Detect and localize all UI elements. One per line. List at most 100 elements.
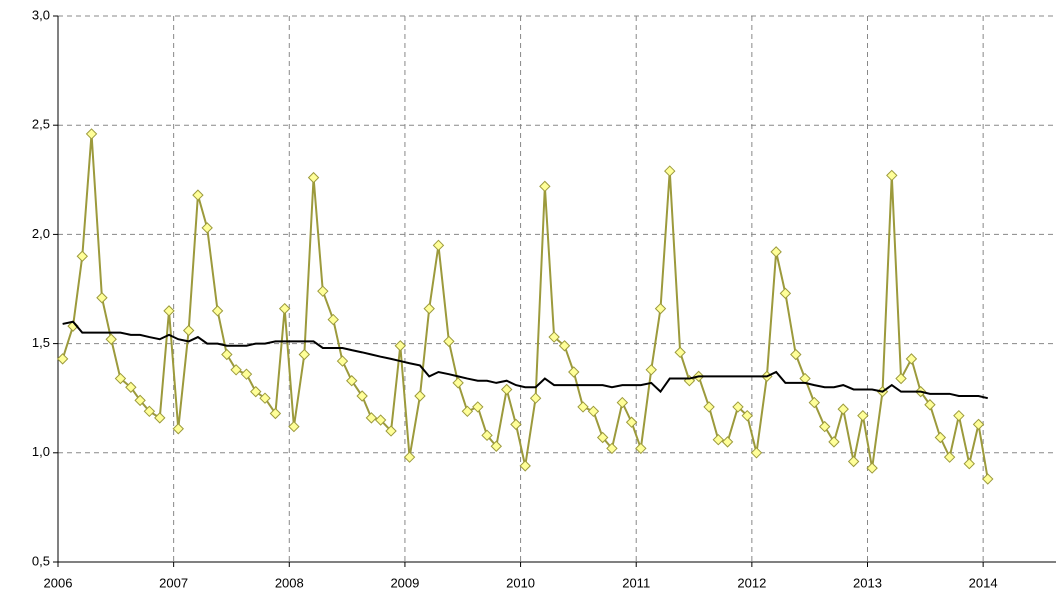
marker <box>982 473 994 485</box>
marker <box>481 429 493 442</box>
marker <box>307 171 320 184</box>
marker <box>432 239 445 252</box>
marker <box>394 340 407 352</box>
marker <box>625 416 638 428</box>
marker <box>211 305 224 317</box>
marker <box>587 405 600 418</box>
y-tick-label: 3,0 <box>32 7 50 22</box>
marker <box>721 436 734 448</box>
marker <box>596 431 609 444</box>
y-tick-label: 2,5 <box>32 117 50 132</box>
x-tick-label: 2009 <box>390 575 419 590</box>
marker <box>558 340 571 352</box>
marker <box>356 390 368 402</box>
x-tick-label: 2012 <box>737 575 766 590</box>
marker <box>76 250 88 262</box>
marker <box>192 189 204 201</box>
y-tick-label: 2,0 <box>32 226 50 241</box>
y-tick-label: 1,0 <box>32 444 50 459</box>
marker <box>712 433 725 446</box>
series-line <box>61 133 989 480</box>
marker <box>819 420 831 433</box>
marker <box>259 392 271 404</box>
marker <box>750 447 763 459</box>
marker <box>240 368 253 380</box>
marker <box>201 222 213 234</box>
marker <box>635 442 647 455</box>
marker <box>741 409 753 422</box>
marker <box>500 383 513 396</box>
marker <box>385 425 397 437</box>
marker <box>847 455 860 468</box>
marker <box>828 436 840 448</box>
marker <box>490 440 502 452</box>
marker <box>250 385 262 398</box>
marker <box>114 372 127 385</box>
marker <box>568 366 580 378</box>
marker <box>548 331 560 343</box>
x-tick-label: 2008 <box>275 575 304 590</box>
marker <box>182 324 195 337</box>
x-tick-label: 2013 <box>853 575 882 590</box>
x-tick-label: 2007 <box>159 575 188 590</box>
marker <box>664 165 676 177</box>
marker <box>423 302 435 315</box>
marker <box>461 405 474 418</box>
x-tick-label: 2010 <box>506 575 535 590</box>
marker <box>529 392 542 404</box>
marker <box>519 460 531 472</box>
marker <box>886 169 898 182</box>
x-tick-label: 2011 <box>622 575 650 590</box>
marker <box>288 420 300 433</box>
marker <box>346 375 358 387</box>
marker <box>866 462 878 474</box>
marker <box>905 353 918 365</box>
marker <box>943 451 956 463</box>
marker <box>403 451 416 463</box>
marker <box>269 407 282 420</box>
x-tick-label: 2014 <box>969 575 998 590</box>
marker <box>125 381 137 393</box>
marker <box>539 180 551 193</box>
y-tick-label: 0,5 <box>32 553 50 568</box>
marker <box>154 412 166 424</box>
marker <box>779 287 792 300</box>
marker <box>374 414 387 426</box>
marker <box>770 246 782 258</box>
marker <box>577 401 589 413</box>
marker <box>336 355 349 367</box>
marker <box>645 364 657 376</box>
marker <box>616 396 629 409</box>
marker <box>934 431 947 444</box>
marker <box>172 423 184 435</box>
x-tick-label: 2006 <box>44 575 73 590</box>
marker <box>105 333 117 345</box>
marker <box>96 292 108 304</box>
marker <box>953 409 965 422</box>
marker <box>472 401 484 413</box>
marker <box>895 372 907 385</box>
marker <box>414 390 426 402</box>
marker <box>452 377 464 389</box>
marker <box>837 403 849 415</box>
marker <box>134 394 146 407</box>
marker <box>163 305 175 317</box>
marker <box>230 364 242 376</box>
marker <box>606 442 618 455</box>
marker <box>674 346 686 359</box>
marker <box>317 285 329 297</box>
marker <box>790 348 802 361</box>
marker <box>808 396 821 409</box>
marker <box>654 302 667 315</box>
marker <box>143 405 156 418</box>
marker <box>56 353 69 365</box>
marker <box>972 418 985 431</box>
marker <box>278 302 291 315</box>
marker <box>732 401 744 413</box>
marker <box>85 128 98 140</box>
y-tick-label: 1,5 <box>32 335 50 350</box>
marker <box>443 335 455 348</box>
marker <box>963 458 975 470</box>
marker <box>298 348 311 361</box>
